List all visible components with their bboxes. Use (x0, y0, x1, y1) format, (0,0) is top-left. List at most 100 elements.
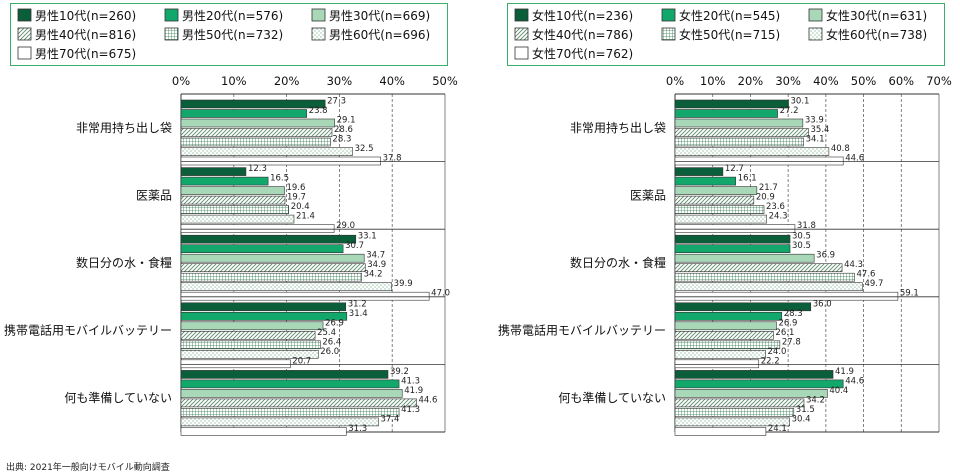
bar (674, 370, 834, 379)
bar (674, 214, 767, 224)
bar (180, 417, 379, 427)
legend-swatch (17, 27, 32, 41)
bar (180, 272, 362, 282)
legend-swatch (164, 27, 179, 41)
bar (674, 379, 844, 389)
legend-swatch (514, 27, 529, 41)
bar (180, 137, 331, 147)
data-label: 20.7 (292, 356, 311, 366)
bar (674, 330, 774, 340)
data-label: 20.9 (756, 193, 775, 203)
data-label: 47.0 (431, 289, 450, 299)
data-label: 27.2 (780, 106, 799, 116)
legend-swatch (17, 8, 32, 22)
data-label: 30.1 (791, 97, 810, 107)
legend-label: 女性40代(n=786) (532, 27, 633, 42)
bar (180, 156, 381, 166)
bar (674, 147, 830, 156)
legend-swatch (808, 8, 823, 22)
data-label: 29.0 (336, 221, 355, 231)
data-label: 24.1 (768, 424, 787, 434)
data-label: 41.3 (401, 405, 420, 415)
bar (180, 205, 290, 214)
data-label: 32.5 (355, 144, 374, 154)
bar (674, 321, 777, 331)
bar (180, 291, 430, 301)
bar (674, 167, 724, 176)
data-label: 37.8 (383, 154, 402, 164)
data-label: 33.9 (805, 116, 824, 126)
bar (180, 118, 335, 128)
bar (674, 291, 899, 301)
female-chart: 女性10代(n=236) 女性20代(n=545) 女性30代(n=631) 女性40… (498, 3, 952, 436)
bar (180, 311, 348, 321)
data-label: 44.6 (845, 154, 864, 164)
bar (180, 99, 326, 109)
data-label: 34.2 (364, 270, 383, 280)
legend-label: 男性70代(n=675) (35, 47, 136, 61)
legend-label: 女性30代(n=631) (826, 8, 927, 23)
bar (180, 302, 347, 312)
data-label: 28.6 (334, 125, 353, 135)
x-tick-label: 0% (172, 74, 190, 88)
bar (674, 156, 844, 166)
legend-label: 女性50代(n=715) (679, 27, 780, 42)
bar (674, 340, 781, 350)
category-label: 携帯電話用モバイルバッテリー (498, 323, 666, 338)
legend-label: 女性10代(n=236) (532, 8, 633, 23)
bar (674, 137, 804, 147)
bar (180, 370, 389, 379)
bar (180, 224, 335, 233)
data-label: 41.9 (835, 367, 854, 377)
bar (674, 359, 760, 369)
bar (674, 118, 804, 128)
category-label: 非常用持ち出し袋 (76, 120, 172, 135)
category-label: 携帯電話用モバイルバッテリー (4, 323, 172, 338)
data-label: 25.4 (317, 328, 336, 338)
bar (180, 340, 321, 350)
bar (180, 186, 285, 195)
legend-box (10, 3, 448, 66)
data-label: 34.7 (366, 251, 385, 261)
data-label: 30.5 (792, 241, 811, 251)
data-label: 26.1 (775, 328, 794, 338)
data-label: 23.6 (766, 202, 785, 212)
data-label: 12.3 (248, 164, 267, 174)
bar (180, 321, 324, 331)
bar (674, 253, 815, 263)
legend-label: 男性60代(n=696) (329, 28, 430, 42)
bar (674, 234, 791, 244)
category-label: 医薬品 (630, 188, 666, 202)
data-label: 30.7 (345, 241, 364, 251)
bar (674, 109, 778, 118)
legend-label: 男性40代(n=816) (35, 28, 136, 42)
legend-label: 男性20代(n=576) (182, 9, 283, 23)
data-label: 26.9 (778, 318, 797, 328)
data-label: 34.9 (367, 260, 386, 270)
bar (674, 263, 843, 273)
data-label: 27.3 (327, 97, 346, 107)
data-label: 44.3 (844, 260, 863, 270)
bar (180, 263, 366, 273)
bar (180, 359, 291, 369)
legend-swatch (514, 8, 529, 22)
data-label: 28.3 (784, 309, 803, 319)
bar (674, 244, 791, 253)
bar (674, 349, 766, 359)
bar (180, 253, 365, 263)
bar (180, 195, 286, 205)
x-tick-label: 50% (432, 74, 458, 88)
legend-swatch (661, 27, 676, 41)
male-chart: 男性10代(n=260) 男性20代(n=576) 男性30代(n=669) 男性40… (4, 3, 458, 436)
bar (674, 417, 790, 427)
category-label: 何も準備していない (558, 390, 666, 405)
data-label: 36.9 (816, 251, 835, 261)
data-label: 31.8 (797, 221, 816, 231)
legend-label: 男性50代(n=732) (182, 28, 283, 42)
data-label: 16.5 (270, 174, 289, 184)
bar (180, 244, 344, 253)
bar (674, 205, 765, 214)
legend-swatch (808, 27, 823, 41)
bar (180, 379, 400, 389)
bar (180, 389, 403, 398)
